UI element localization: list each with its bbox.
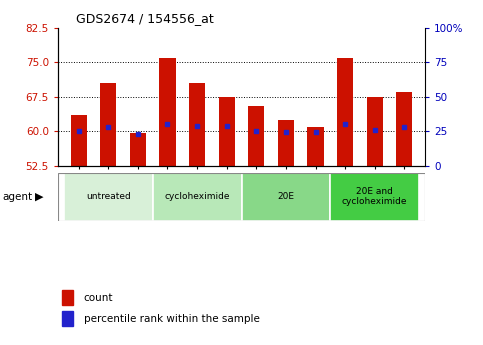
Bar: [337, 58, 353, 166]
Text: 20E: 20E: [277, 192, 295, 201]
Text: untreated: untreated: [86, 192, 131, 201]
Bar: [219, 97, 235, 166]
Bar: [130, 134, 146, 166]
Bar: [248, 106, 265, 166]
Text: agent: agent: [2, 192, 32, 201]
Text: cycloheximide: cycloheximide: [164, 192, 230, 201]
Bar: [62, 290, 73, 305]
Bar: [330, 172, 419, 221]
Bar: [64, 172, 153, 221]
Bar: [278, 120, 294, 166]
Bar: [62, 311, 73, 326]
Bar: [307, 127, 324, 166]
Bar: [71, 115, 87, 166]
Bar: [153, 172, 242, 221]
Text: ▶: ▶: [35, 192, 43, 201]
Text: percentile rank within the sample: percentile rank within the sample: [84, 314, 259, 324]
Bar: [367, 97, 383, 166]
Bar: [100, 83, 116, 166]
Bar: [189, 83, 205, 166]
Text: GDS2674 / 154556_at: GDS2674 / 154556_at: [76, 12, 214, 25]
Text: count: count: [84, 293, 113, 303]
Text: 20E and
cycloheximide: 20E and cycloheximide: [342, 187, 408, 206]
Bar: [159, 58, 176, 166]
Bar: [242, 172, 330, 221]
Bar: [396, 92, 412, 166]
